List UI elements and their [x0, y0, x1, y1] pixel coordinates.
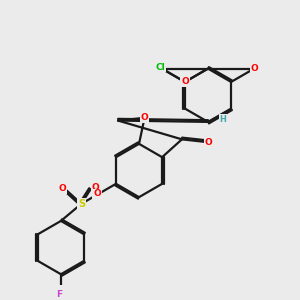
Text: F: F — [56, 290, 62, 299]
Text: O: O — [58, 184, 66, 194]
Text: H: H — [219, 115, 226, 124]
Text: O: O — [181, 77, 189, 86]
Text: O: O — [250, 64, 258, 73]
Text: O: O — [141, 113, 148, 122]
Text: Cl: Cl — [155, 62, 165, 71]
Text: O: O — [92, 183, 99, 192]
Text: S: S — [78, 199, 85, 209]
Text: O: O — [204, 138, 212, 147]
Text: O: O — [93, 189, 101, 198]
